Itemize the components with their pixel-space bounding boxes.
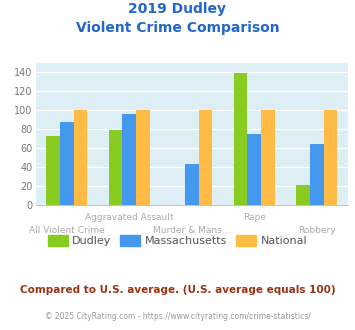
Legend: Dudley, Massachusetts, National: Dudley, Massachusetts, National (43, 231, 312, 251)
Bar (136, 110, 150, 205)
Text: 2019 Dudley: 2019 Dudley (129, 2, 226, 16)
Text: Aggravated Assault: Aggravated Assault (85, 213, 174, 222)
Bar (296, 185, 310, 205)
Bar (323, 110, 337, 205)
Bar (73, 110, 87, 205)
Bar (109, 130, 122, 205)
Bar (60, 122, 73, 205)
Bar (46, 137, 60, 205)
Bar (261, 110, 275, 205)
Text: Rape: Rape (243, 213, 266, 222)
Bar (198, 110, 212, 205)
Bar (310, 144, 323, 205)
Text: Compared to U.S. average. (U.S. average equals 100): Compared to U.S. average. (U.S. average … (20, 285, 335, 295)
Bar (185, 164, 198, 205)
Text: © 2025 CityRating.com - https://www.cityrating.com/crime-statistics/: © 2025 CityRating.com - https://www.city… (45, 312, 310, 321)
Text: Murder & Mans...: Murder & Mans... (153, 226, 230, 235)
Bar (234, 73, 247, 205)
Bar (247, 134, 261, 205)
Text: Violent Crime Comparison: Violent Crime Comparison (76, 21, 279, 35)
Bar (122, 114, 136, 205)
Text: Robbery: Robbery (298, 226, 335, 235)
Text: All Violent Crime: All Violent Crime (29, 226, 105, 235)
